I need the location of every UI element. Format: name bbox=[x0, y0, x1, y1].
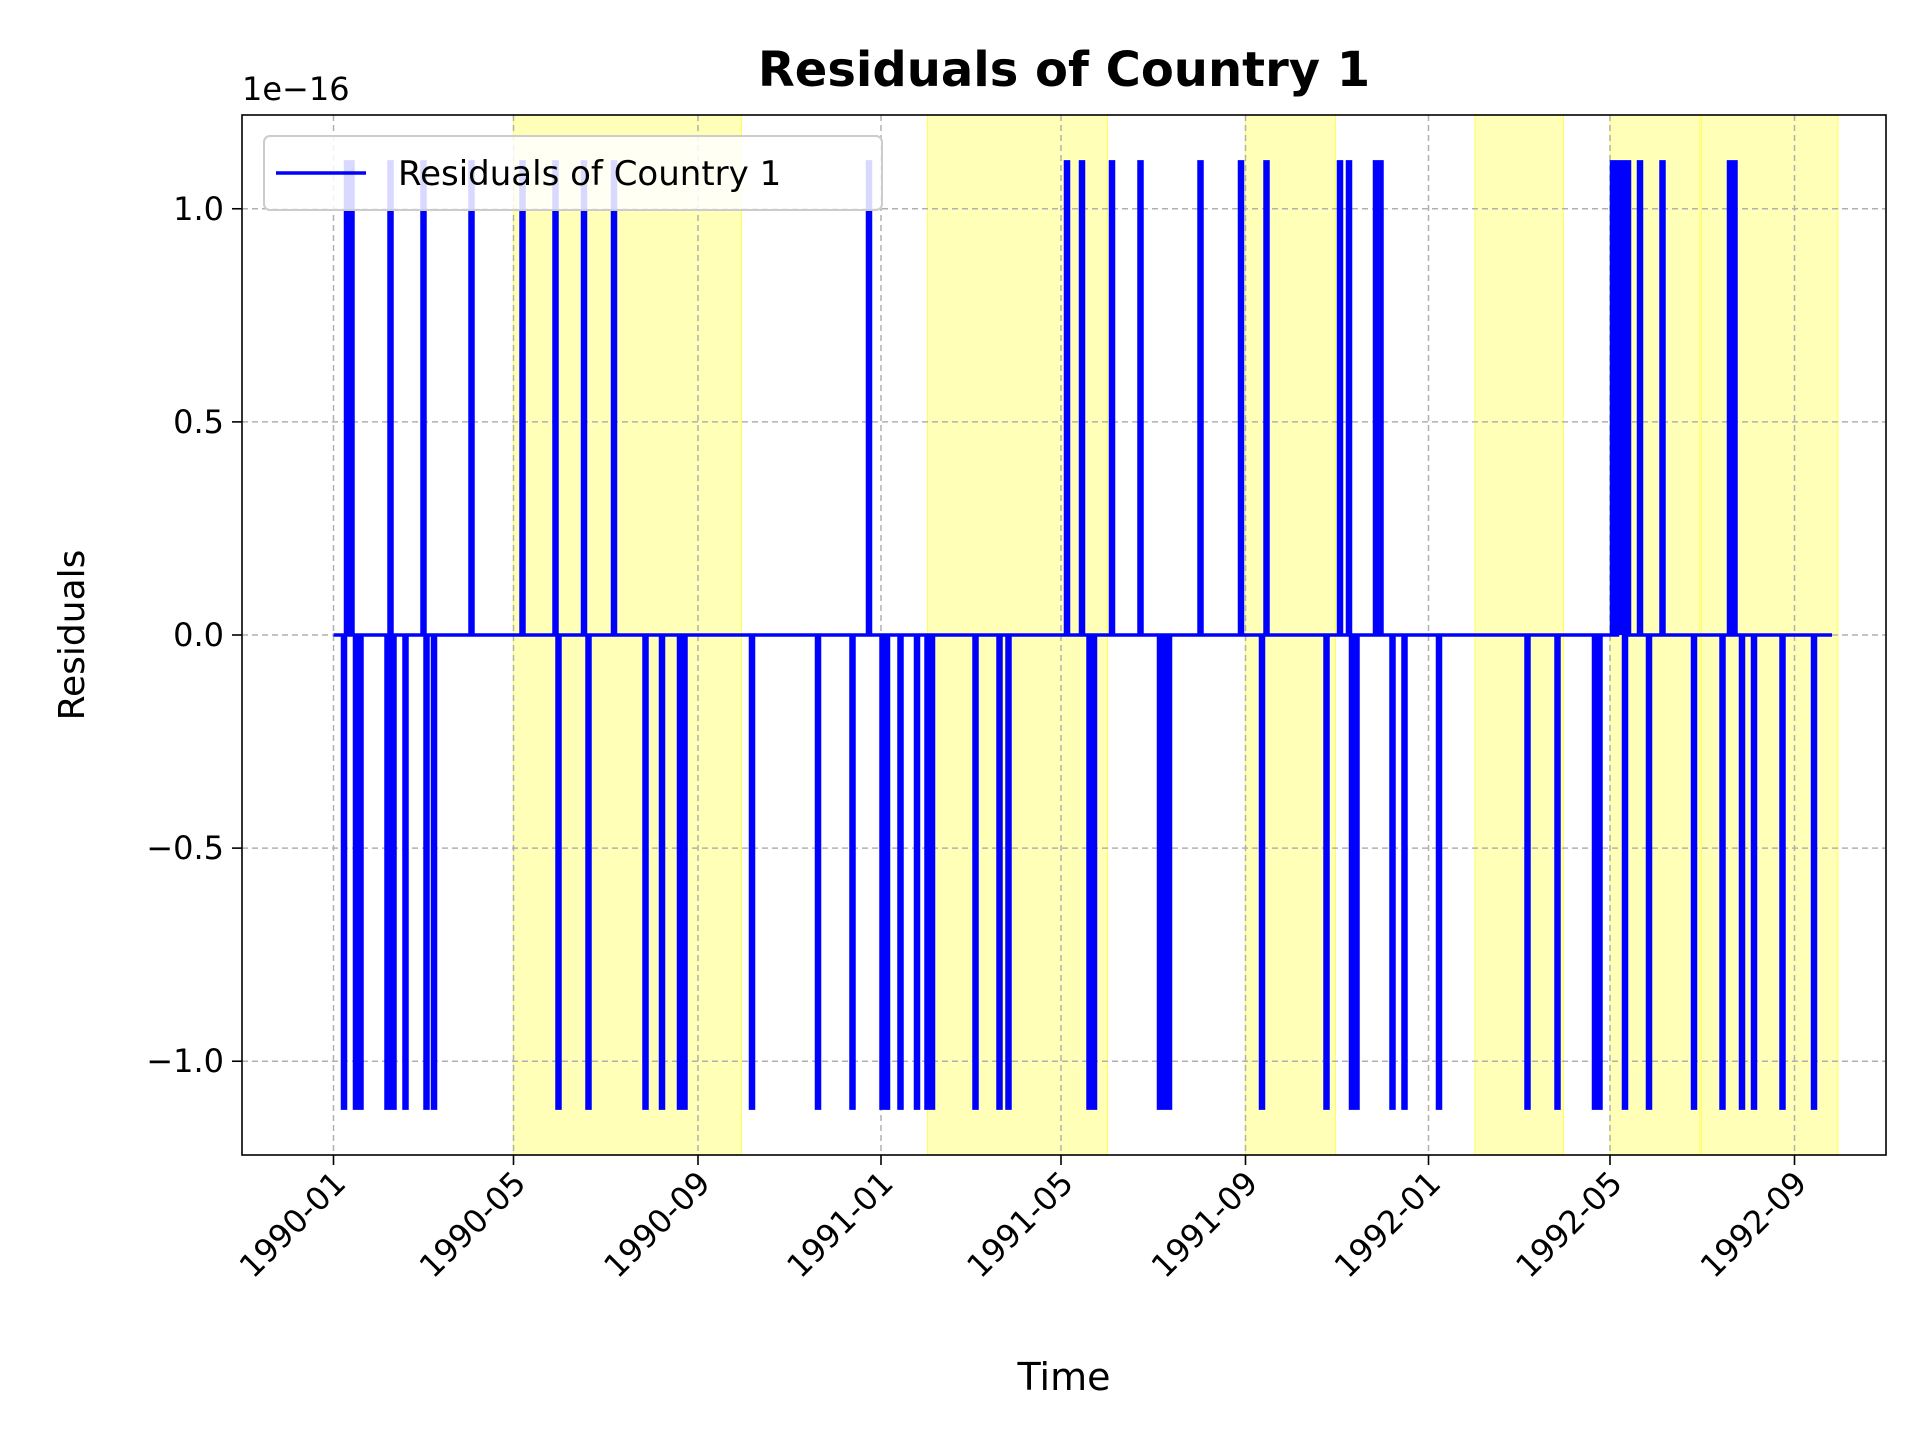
y-tick-label: 1.0 bbox=[173, 190, 224, 228]
series-layer bbox=[333, 160, 1832, 1110]
y-ticks: −1.0 −0.5 0.0 0.5 1.0 bbox=[146, 190, 242, 1080]
y-axis-label: Residuals bbox=[52, 550, 93, 721]
y-tick-label: −0.5 bbox=[146, 829, 224, 867]
y-offset-text: 1e−16 bbox=[242, 70, 350, 108]
y-tick-label: 0.5 bbox=[173, 403, 224, 441]
legend: Residuals of Country 1 bbox=[263, 135, 883, 211]
y-tick-label: 0.0 bbox=[173, 616, 224, 654]
legend-label: Residuals of Country 1 bbox=[398, 154, 781, 194]
y-tick-label: −1.0 bbox=[146, 1042, 224, 1080]
series-line bbox=[333, 160, 1832, 1110]
chart-title: Residuals of Country 1 bbox=[758, 42, 1370, 98]
legend-box bbox=[263, 135, 883, 211]
x-axis-label: Time bbox=[1017, 1355, 1111, 1399]
